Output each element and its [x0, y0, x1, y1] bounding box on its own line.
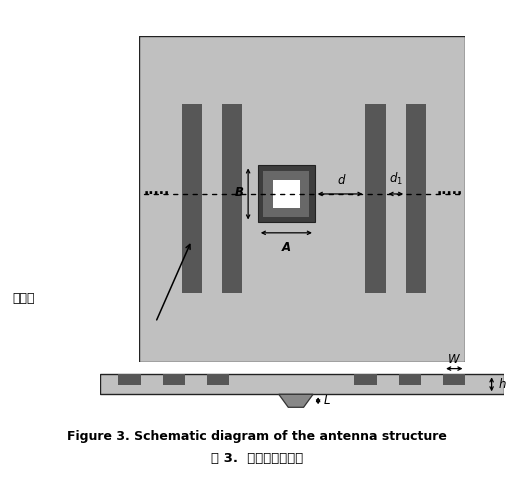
- Text: B: B: [235, 186, 244, 199]
- Text: $L$: $L$: [323, 394, 331, 407]
- Bar: [163, 375, 185, 385]
- Bar: [263, 171, 309, 217]
- Bar: [406, 105, 426, 293]
- Bar: [222, 105, 243, 293]
- Text: ·····: ·····: [437, 187, 463, 201]
- Bar: [272, 180, 300, 208]
- Bar: [399, 375, 421, 385]
- Text: Figure 3. Schematic diagram of the antenna structure: Figure 3. Schematic diagram of the anten…: [67, 430, 447, 442]
- Bar: [258, 165, 315, 222]
- Text: ·····: ·····: [144, 187, 170, 201]
- Text: $d$: $d$: [337, 173, 346, 187]
- Text: $d_1$: $d_1$: [389, 171, 403, 187]
- Bar: [365, 105, 386, 293]
- Bar: [443, 375, 465, 385]
- Text: A: A: [282, 241, 291, 254]
- Text: $h$: $h$: [498, 377, 506, 391]
- Bar: [355, 375, 377, 385]
- Bar: [207, 375, 229, 385]
- Bar: [100, 375, 504, 394]
- Text: $W$: $W$: [447, 353, 461, 366]
- Text: 波纹槽: 波纹槽: [13, 293, 35, 305]
- Polygon shape: [279, 394, 313, 407]
- Text: 图 3.  天线结构示意图: 图 3. 天线结构示意图: [211, 453, 303, 465]
- Bar: [181, 105, 202, 293]
- Bar: [118, 375, 141, 385]
